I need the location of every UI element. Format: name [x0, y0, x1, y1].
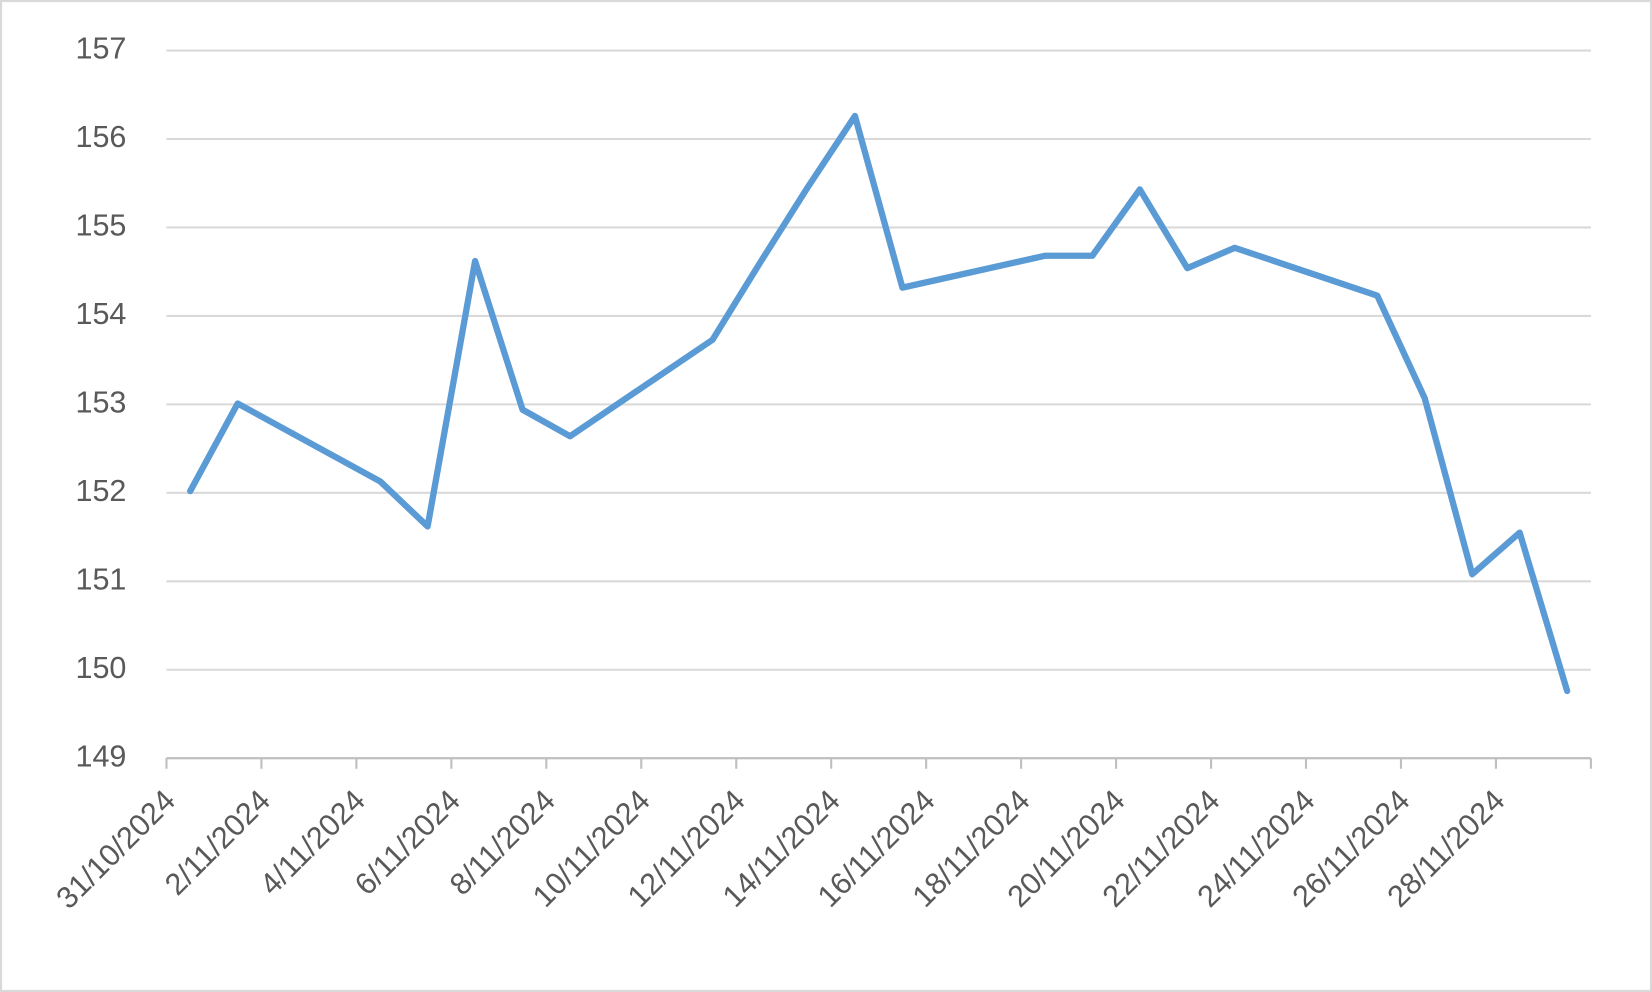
- y-tick-label: 152: [75, 474, 126, 508]
- y-tick-label: 153: [75, 385, 126, 419]
- y-tick-label: 149: [75, 739, 126, 773]
- y-tick-label: 156: [75, 120, 126, 154]
- y-tick-label: 150: [75, 651, 126, 685]
- y-tick-label: 155: [75, 209, 126, 243]
- y-tick-label: 157: [75, 32, 126, 66]
- y-tick-label: 154: [75, 297, 126, 331]
- data-line: [187, 112, 1571, 695]
- y-tick-label: 151: [75, 562, 126, 596]
